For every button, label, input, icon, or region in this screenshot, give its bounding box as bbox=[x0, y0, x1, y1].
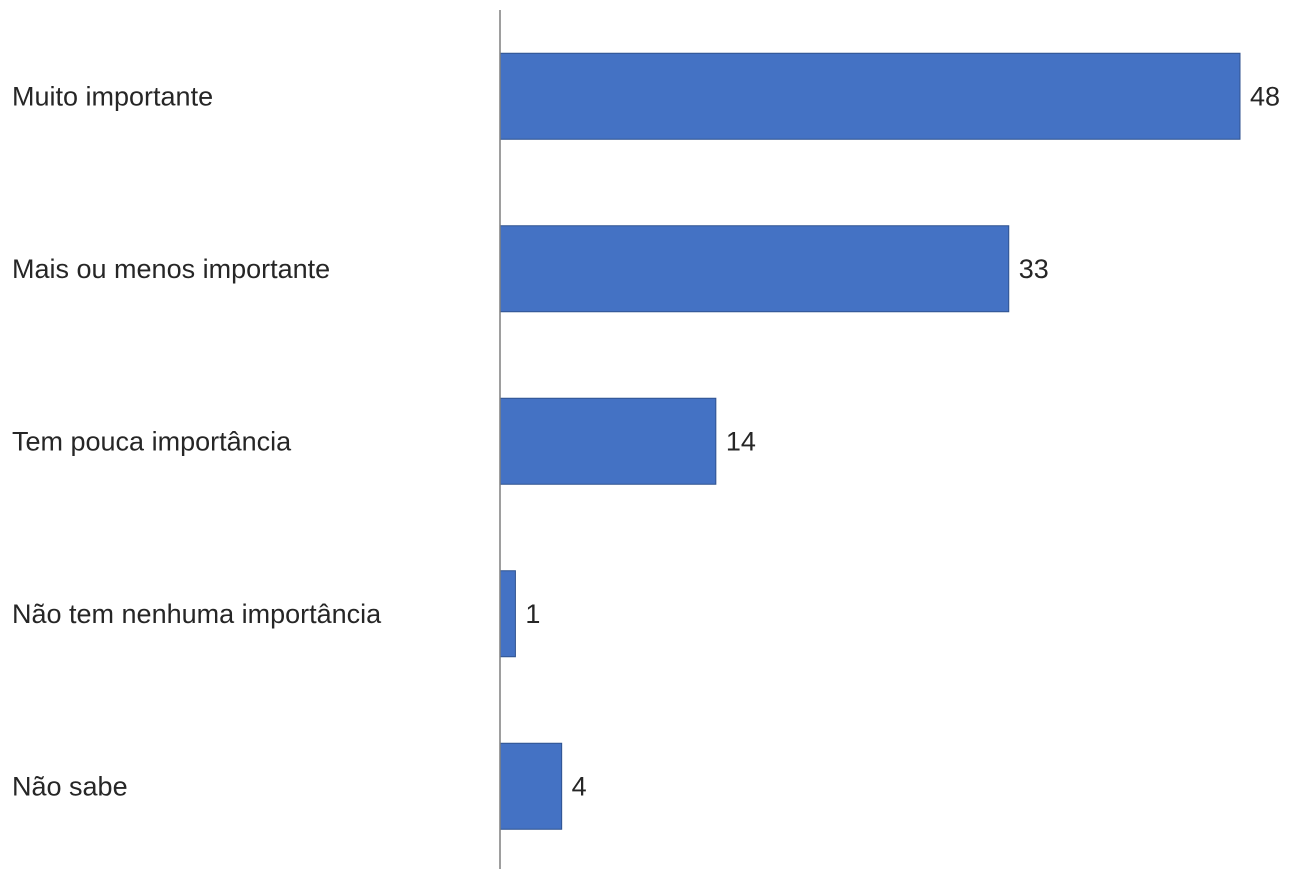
bar-1 bbox=[499, 52, 1241, 140]
bar-5 bbox=[499, 742, 563, 830]
category-label-5: Não sabe bbox=[12, 771, 128, 801]
bar-2 bbox=[499, 225, 1010, 313]
bars-layer bbox=[499, 52, 1241, 830]
value-label-3: 14 bbox=[726, 426, 756, 456]
bar-4 bbox=[499, 570, 516, 658]
bar-3 bbox=[499, 397, 717, 485]
category-label-3: Tem pouca importância bbox=[12, 426, 292, 456]
value-label-2: 33 bbox=[1019, 254, 1049, 284]
category-labels-layer: Muito importante Mais ou menos importante… bbox=[12, 81, 382, 801]
value-label-1: 48 bbox=[1250, 81, 1280, 111]
category-label-2: Mais ou menos importante bbox=[12, 254, 330, 284]
value-label-4: 1 bbox=[525, 599, 540, 629]
category-label-4: Não tem nenhuma importância bbox=[12, 599, 382, 629]
category-label-1: Muito importante bbox=[12, 81, 213, 111]
value-label-5: 4 bbox=[572, 771, 587, 801]
